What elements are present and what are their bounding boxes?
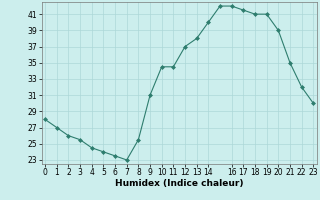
X-axis label: Humidex (Indice chaleur): Humidex (Indice chaleur) — [115, 179, 244, 188]
